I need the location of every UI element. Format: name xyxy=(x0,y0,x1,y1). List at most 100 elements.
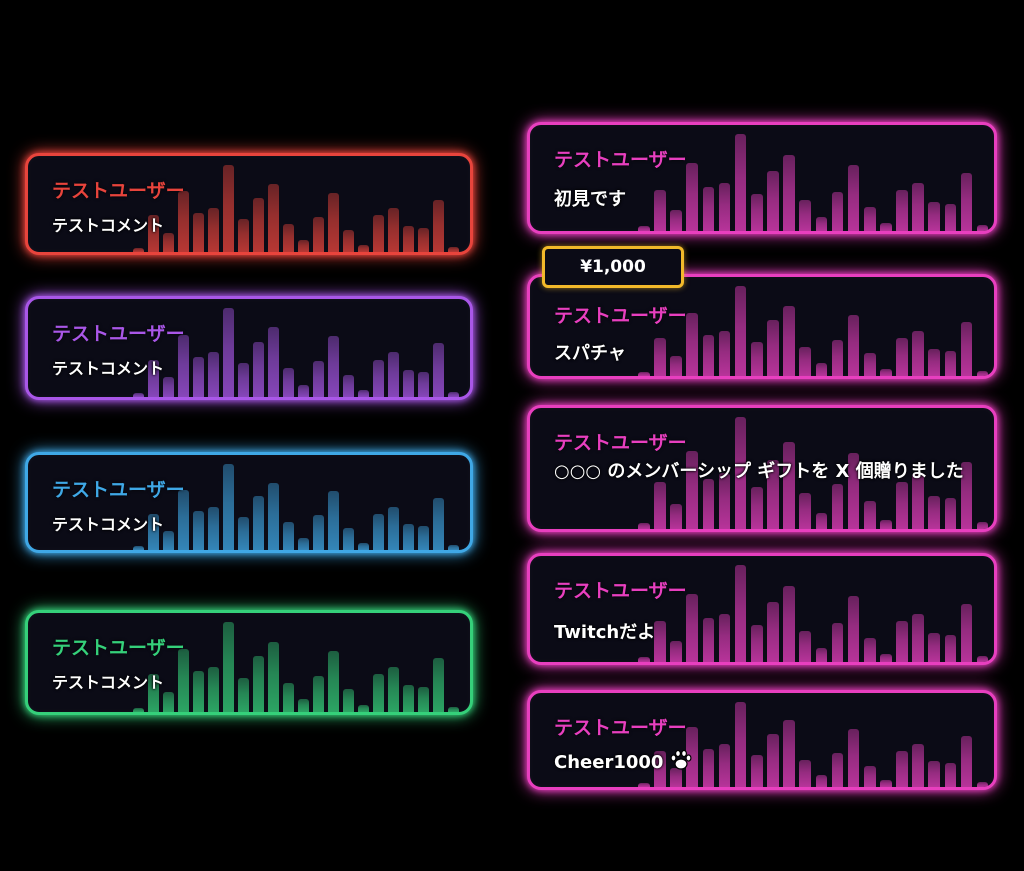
equalizer-bar xyxy=(976,225,989,231)
equalizer-bar xyxy=(944,350,957,376)
equalizer xyxy=(133,613,463,712)
equalizer-bar xyxy=(238,363,249,397)
username: テストユーザー xyxy=(554,149,687,171)
equalizer-bar xyxy=(734,565,747,662)
comment-card-membership-gift: テストユーザー ○○○ のメンバーシップ ギフトを X 個贈りました xyxy=(527,405,997,532)
equalizer-bar xyxy=(638,657,650,662)
username: テストユーザー xyxy=(52,323,185,345)
equalizer xyxy=(133,156,463,252)
equalizer-bar xyxy=(268,327,279,397)
equalizer-bar xyxy=(734,285,747,376)
equalizer-bar xyxy=(283,683,294,712)
equalizer-bar xyxy=(880,780,892,787)
equalizer-bar xyxy=(880,520,892,529)
equalizer-bar xyxy=(670,504,682,529)
equalizer-bar xyxy=(654,482,666,529)
comment-card-red: テストユーザー テストコメント xyxy=(25,153,473,255)
equalizer-bar xyxy=(912,744,924,787)
equalizer-bar xyxy=(686,312,699,376)
equalizer-bar xyxy=(815,513,828,529)
equalizer-bar xyxy=(388,208,399,252)
comment-card-superchat: テストユーザー スパチャ xyxy=(527,274,997,379)
username: テストユーザー xyxy=(52,637,185,659)
equalizer-bar xyxy=(654,190,666,231)
equalizer-bar xyxy=(253,496,264,550)
equalizer-bar xyxy=(418,686,429,712)
equalizer-bar xyxy=(448,391,459,397)
equalizer-bar xyxy=(448,544,459,550)
comment-card-twitch: テストユーザー Twitchだよ xyxy=(527,553,997,665)
username: テストユーザー xyxy=(554,580,687,602)
equalizer-bar xyxy=(418,372,429,397)
equalizer-bar xyxy=(976,370,989,376)
equalizer xyxy=(638,556,993,662)
comment-text: テストコメント xyxy=(52,673,165,692)
equalizer-bar xyxy=(358,543,369,550)
equalizer-bar xyxy=(238,517,249,550)
username: テストユーザー xyxy=(52,180,185,202)
equalizer-bar xyxy=(928,348,941,376)
equalizer-bar xyxy=(734,134,747,231)
superchat-amount-badge: ¥1,000 xyxy=(542,246,684,288)
equalizer-bar xyxy=(313,361,324,397)
equalizer-bar xyxy=(767,601,779,662)
equalizer-bar xyxy=(928,761,941,787)
equalizer-bar xyxy=(253,656,264,712)
equalizer-bar xyxy=(388,506,399,550)
equalizer-bar xyxy=(418,227,429,252)
comment-text: スパチャ xyxy=(554,343,626,364)
equalizer-bar xyxy=(193,671,204,712)
equalizer-bar xyxy=(343,230,354,252)
equalizer-bar xyxy=(433,343,444,397)
comment-text: Cheer1000 xyxy=(554,749,693,773)
equalizer-bar xyxy=(328,491,339,550)
equalizer-bar xyxy=(163,377,174,397)
equalizer-bar xyxy=(767,320,779,376)
equalizer-bar xyxy=(815,775,828,787)
equalizer-bar xyxy=(208,208,219,252)
equalizer-bar xyxy=(783,586,795,662)
equalizer-bar xyxy=(638,523,650,529)
equalizer-bar xyxy=(133,392,144,397)
comment-card-blue: テストユーザー テストコメント xyxy=(25,452,473,553)
equalizer-bar xyxy=(208,506,219,550)
equalizer-bar xyxy=(373,674,384,712)
paw-icon xyxy=(669,749,693,771)
equalizer-bar xyxy=(799,493,811,529)
equalizer-bar xyxy=(750,754,763,787)
equalizer-bar xyxy=(815,217,828,231)
equalizer xyxy=(638,125,993,231)
equalizer-bar xyxy=(896,482,908,529)
equalizer-bar xyxy=(388,352,399,397)
equalizer-bar xyxy=(912,182,924,231)
equalizer-bar xyxy=(944,203,957,231)
equalizer-bar xyxy=(734,701,747,787)
equalizer-bar xyxy=(702,618,715,662)
equalizer-bar xyxy=(328,336,339,397)
equalizer-bar xyxy=(193,212,204,252)
equalizer-bar xyxy=(433,199,444,252)
equalizer-bar xyxy=(223,164,234,252)
equalizer-bar xyxy=(328,650,339,712)
equalizer-bar xyxy=(702,335,715,376)
equalizer-bar xyxy=(718,613,731,662)
equalizer xyxy=(638,277,993,376)
equalizer-bar xyxy=(783,720,795,787)
equalizer-bar xyxy=(433,657,444,712)
equalizer-bar xyxy=(799,347,811,376)
equalizer-bar xyxy=(718,330,731,376)
equalizer-bar xyxy=(343,528,354,550)
equalizer-bar xyxy=(863,501,876,529)
equalizer-bar xyxy=(283,368,294,397)
equalizer-bar xyxy=(831,623,844,662)
username: テストユーザー xyxy=(554,432,687,454)
comment-text: Twitchだよ xyxy=(554,622,656,643)
equalizer-bar xyxy=(358,389,369,397)
cheer-text: Cheer1000 xyxy=(554,752,664,773)
equalizer-bar xyxy=(133,707,144,712)
equalizer-bar xyxy=(831,192,844,231)
comment-card-cheer: テストユーザー Cheer1000 xyxy=(527,690,997,790)
equalizer-bar xyxy=(960,172,973,231)
equalizer-bar xyxy=(783,155,795,231)
equalizer-bar xyxy=(912,330,924,376)
